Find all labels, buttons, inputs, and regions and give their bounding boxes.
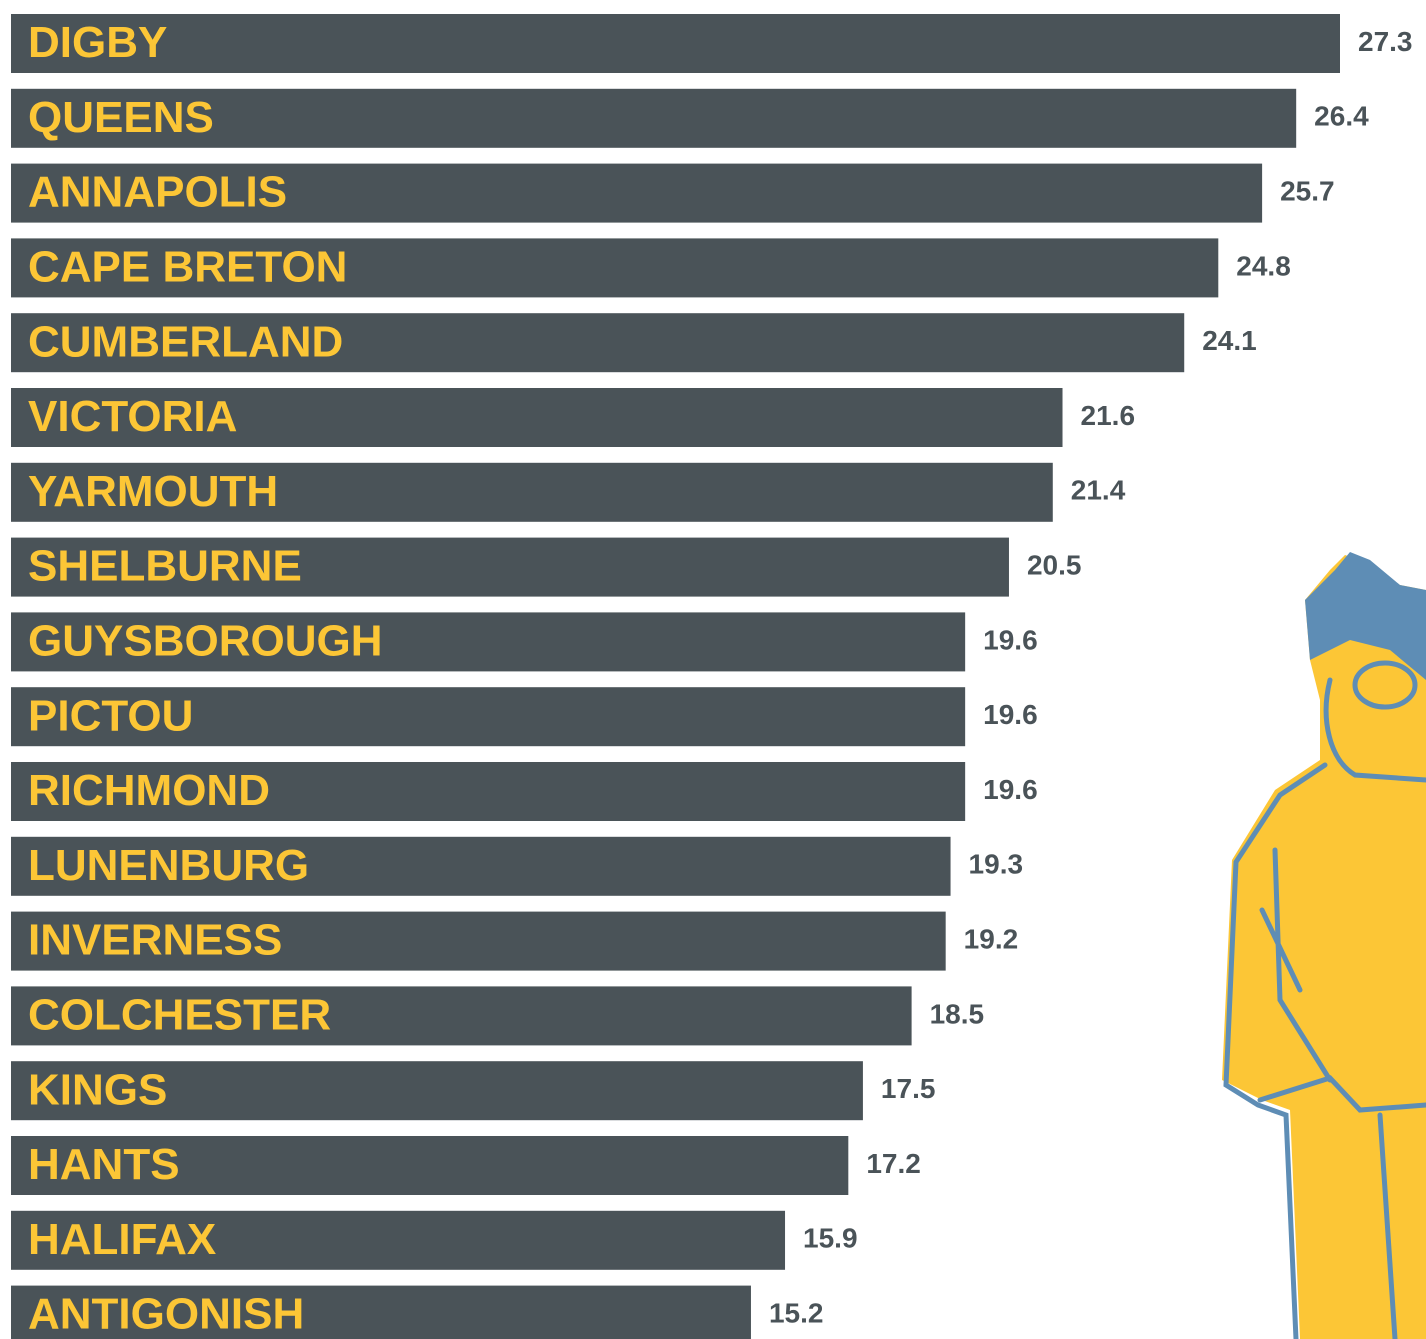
- value-label: 24.8: [1236, 250, 1291, 281]
- category-label: ANTIGONISH: [28, 1290, 304, 1339]
- figure-body: [1222, 555, 1426, 1339]
- category-label: GUYSBOROUGH: [28, 617, 382, 666]
- category-label: PICTOU: [28, 691, 193, 740]
- category-label: QUEENS: [28, 93, 214, 142]
- page: {"chart_data": {"type": "bar", "orientat…: [0, 0, 1426, 1339]
- chart: DIGBY 27.3 QUEENS 26.4 ANNAPOLIS 25.7 CAPE BRE…: [0, 0, 1426, 1339]
- category-label: HALIFAX: [28, 1215, 216, 1264]
- value-label: 20.5: [1027, 549, 1082, 580]
- category-label: KINGS: [28, 1065, 167, 1114]
- category-label: LUNENBURG: [28, 841, 309, 890]
- category-label: DIGBY: [28, 18, 167, 67]
- value-label: 17.5: [881, 1073, 936, 1104]
- value-label: 17.2: [866, 1148, 921, 1179]
- category-label: VICTORIA: [28, 392, 237, 441]
- value-label: 19.6: [983, 624, 1037, 655]
- value-label: 18.5: [930, 998, 985, 1029]
- category-label: RICHMOND: [28, 766, 270, 815]
- value-label: 24.1: [1202, 325, 1257, 356]
- category-label: CAPE BRETON: [28, 243, 347, 292]
- illustration: [1222, 552, 1426, 1339]
- value-label: 26.4: [1314, 101, 1369, 132]
- bar: [11, 14, 1340, 73]
- category-label: SHELBURNE: [28, 542, 302, 591]
- category-label: YARMOUTH: [28, 467, 278, 516]
- category-label: INVERNESS: [28, 916, 282, 965]
- value-label: 27.3: [1358, 26, 1413, 57]
- category-label: COLCHESTER: [28, 991, 331, 1040]
- value-label: 21.6: [1081, 400, 1136, 431]
- value-label: 21.4: [1071, 475, 1126, 506]
- category-label: HANTS: [28, 1140, 180, 1189]
- value-label: 19.6: [983, 774, 1037, 805]
- category-label: ANNAPOLIS: [28, 168, 287, 217]
- value-label: 19.6: [983, 699, 1037, 730]
- value-label: 19.2: [964, 923, 1019, 954]
- value-label: 19.3: [969, 849, 1024, 880]
- category-label: CUMBERLAND: [28, 317, 343, 366]
- value-label: 25.7: [1280, 175, 1335, 206]
- value-label: 15.9: [803, 1223, 858, 1254]
- value-label: 15.2: [769, 1297, 824, 1328]
